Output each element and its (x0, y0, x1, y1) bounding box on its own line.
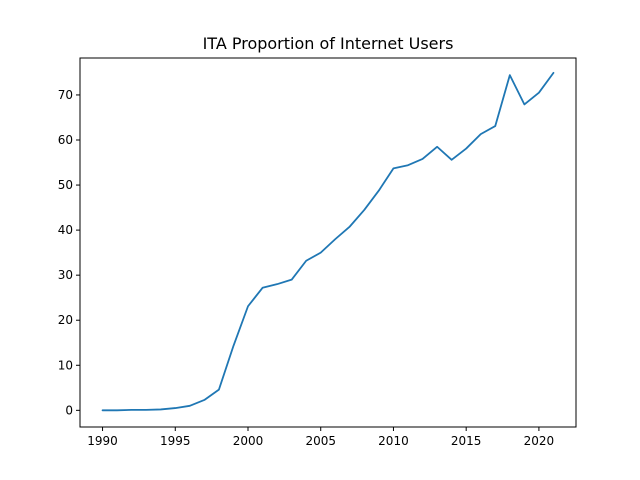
y-tick-label: 70 (58, 88, 73, 102)
axes-frame (79, 57, 577, 428)
y-tick-label: 20 (58, 313, 73, 327)
x-axis: 1990 1995 2000 2005 2010 2015 2020 (87, 427, 554, 448)
chart-title: ITA Proportion of Internet Users (203, 34, 454, 53)
y-tick-label: 60 (58, 133, 73, 147)
y-tick-label: 10 (58, 358, 73, 372)
series-line-0 (101, 71, 555, 412)
x-tick-label: 1995 (160, 434, 191, 448)
y-tick-label: 50 (58, 178, 73, 192)
x-tick-label: 1990 (87, 434, 118, 448)
x-tick-label: 2015 (451, 434, 482, 448)
y-axis: 0 10 20 30 40 50 60 70 (58, 88, 80, 417)
y-tick-label: 30 (58, 268, 73, 282)
x-tick-label: 2020 (524, 434, 555, 448)
plot-area (101, 71, 555, 412)
y-tick-label: 0 (65, 403, 73, 417)
x-tick-label: 2000 (233, 434, 264, 448)
x-tick-label: 2005 (305, 434, 336, 448)
y-tick-label: 40 (58, 223, 73, 237)
x-tick-label: 2010 (378, 434, 409, 448)
